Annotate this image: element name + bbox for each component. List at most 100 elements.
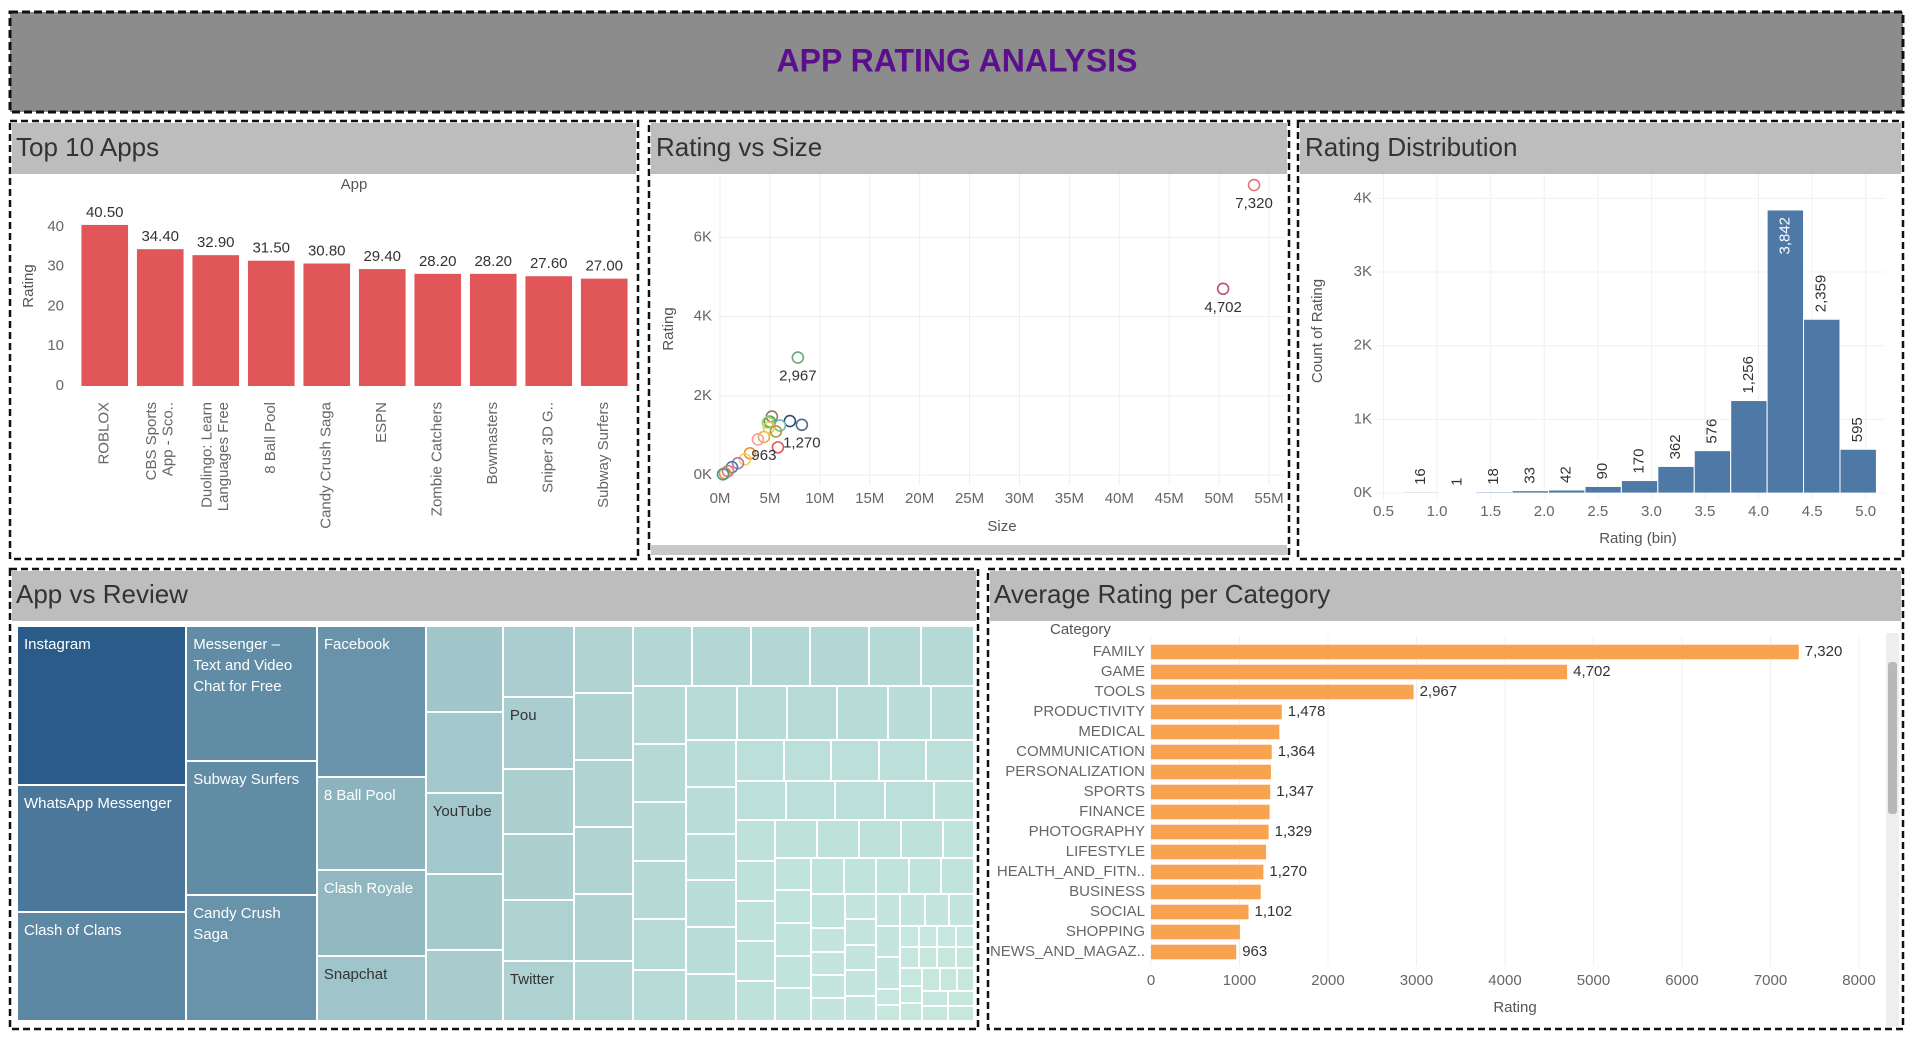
y-tick-label: PHOTOGRAPHY: [1029, 823, 1145, 840]
x-tick-label: 6000: [1665, 972, 1698, 989]
data-label: 1,270: [783, 435, 821, 452]
treemap-cell: [875, 957, 901, 990]
y-tick-label: 4K: [1354, 189, 1372, 206]
data-label: 1,102: [1255, 903, 1293, 920]
treemap-cell: [887, 685, 931, 740]
treemap-cell: [875, 989, 901, 1006]
scrollbar-thumb[interactable]: [1888, 662, 1897, 814]
x-tick-label: 45M: [1155, 490, 1184, 507]
data-label: 1,329: [1275, 823, 1313, 840]
treemap-cell: [425, 626, 503, 713]
treemap-cell: [686, 739, 737, 787]
point: [771, 441, 785, 454]
x-tick-label: 0.5: [1373, 503, 1394, 520]
treemap-cell: [918, 925, 938, 947]
treemap-cell: [775, 988, 812, 1021]
panel-title: Rating vs Size: [656, 132, 822, 162]
panel-header: [990, 571, 1901, 621]
bar: [1151, 884, 1261, 900]
y-tick-label: 1K: [1354, 410, 1372, 427]
bar: [525, 276, 573, 386]
treemap-cell: [922, 990, 949, 1006]
y-tick-label: 20: [47, 297, 64, 314]
scrollbar[interactable]: [651, 545, 1287, 555]
point: [757, 430, 771, 444]
bar: [1151, 944, 1237, 960]
bar: [358, 269, 406, 386]
treemap-cell: [937, 946, 956, 968]
treemap-cell: [934, 780, 974, 821]
x-tick-label: 55M: [1254, 490, 1283, 507]
point: [769, 425, 783, 438]
y-tick-label: COMMUNICATION: [1016, 743, 1145, 760]
treemap-cell: [843, 857, 877, 894]
treemap-label: Clash Royale: [323, 880, 414, 898]
treemap-cell: Candy Crush Saga: [186, 895, 317, 1021]
y-axis-title: Rating: [20, 264, 37, 307]
x-tick-label: Subway Surfers: [595, 402, 612, 508]
x-tick-label: 15M: [855, 490, 884, 507]
treemap-cell: [811, 857, 844, 894]
treemap-cell: [783, 739, 832, 781]
x-tick-label: 1.0: [1427, 503, 1448, 520]
y-tick-label: HEALTH_AND_FITN..: [997, 863, 1145, 880]
treemap-cell: [574, 826, 633, 894]
treemap-cell: [900, 925, 919, 947]
x-tick-label: Candy Crush Saga: [318, 401, 335, 528]
y-tick-label: NEWS_AND_MAGAZ..: [990, 943, 1145, 960]
data-label: 27.00: [585, 258, 623, 275]
treemap-cell: [632, 860, 687, 919]
treemap-cell: [775, 890, 812, 924]
treemap-cell: [831, 739, 879, 781]
data-label: 27.60: [530, 255, 568, 272]
bar: [1657, 465, 1695, 494]
treemap-cell: [632, 685, 687, 744]
bar: [414, 273, 462, 386]
x-tick-label: Zombie Catchers: [429, 402, 446, 516]
treemap-cell: [875, 925, 901, 958]
y-tick-label: FINANCE: [1079, 803, 1145, 820]
bar: [1511, 490, 1550, 494]
treemap-cell: [736, 940, 776, 981]
treemap-cell: Clash of Clans: [17, 912, 187, 1021]
data-label: 4,702: [1573, 663, 1611, 680]
bar: [1151, 644, 1799, 660]
treemap-cell: [900, 1003, 923, 1021]
data-label: 576: [1703, 419, 1720, 444]
treemap-cell: [686, 974, 737, 1021]
treemap-cell: [875, 893, 901, 926]
y-tick-label: PERSONALIZATION: [1005, 763, 1145, 780]
y-tick-label: 0K: [1354, 484, 1372, 501]
point: [751, 433, 765, 446]
bar: [1475, 491, 1513, 494]
treemap-cell: [835, 780, 885, 821]
treemap-cell: [632, 969, 687, 1021]
treemap-cell: [736, 980, 776, 1021]
bar: [1693, 450, 1732, 494]
x-tick-label: Sniper 3D G..: [540, 402, 557, 493]
treemap-cell: [425, 874, 503, 951]
x-tick-label: 2.5: [1587, 503, 1608, 520]
x-tick-label: 4000: [1488, 972, 1521, 989]
treemap-cell: Messenger – Text and Video Chat for Free: [186, 626, 317, 761]
bar: [1402, 491, 1440, 494]
treemap-cell: Clash Royale: [316, 870, 426, 957]
point: [795, 418, 809, 432]
x-tick-label: 10M: [805, 490, 834, 507]
data-label: 2,967: [1420, 683, 1458, 700]
x-tick-label: 3.0: [1641, 503, 1662, 520]
x-tick-label: 40M: [1105, 490, 1134, 507]
panel: [647, 119, 1291, 561]
x-tick-label: 35M: [1055, 490, 1084, 507]
y-tick-label: FAMILY: [1093, 643, 1145, 660]
bar: [136, 249, 184, 386]
treemap-cell: [930, 685, 974, 740]
point: [791, 351, 805, 364]
treemap-cell: [900, 820, 943, 858]
treemap-cell: [750, 626, 810, 686]
treemap-label: YouTube: [432, 803, 492, 821]
treemap-cell: [922, 967, 940, 991]
data-label: 18: [1485, 468, 1502, 485]
data-label: 1,256: [1740, 356, 1757, 394]
treemap-cell: [900, 985, 923, 1004]
